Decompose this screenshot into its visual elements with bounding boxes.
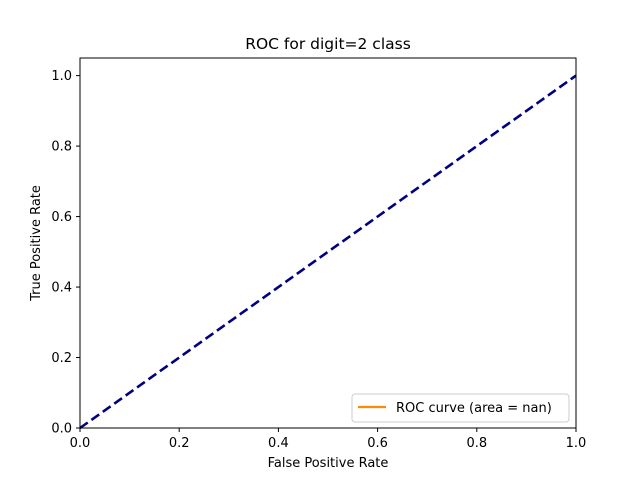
plot-area xyxy=(79,74,577,430)
y-tick-label: 0.2 xyxy=(51,351,72,366)
chart-title: ROC for digit=2 class xyxy=(245,35,411,53)
x-tick-label: 0.6 xyxy=(367,436,388,451)
x-tick-label: 0.4 xyxy=(268,436,289,451)
y-tick-label: 1.0 xyxy=(51,69,72,84)
y-axis-ticks: 0.0 0.2 0.4 0.6 0.8 1.0 xyxy=(51,69,80,437)
x-tick-label: 1.0 xyxy=(566,436,587,451)
y-tick-label: 0.6 xyxy=(51,210,72,225)
axes-frame xyxy=(79,57,577,429)
x-tick-label: 0.2 xyxy=(169,436,190,451)
legend-entry-roc-curve: ROC curve (area = nan) xyxy=(396,401,552,416)
diagonal-reference-line xyxy=(79,74,577,430)
x-axis-ticks: 0.0 0.2 0.4 0.6 0.8 1.0 xyxy=(70,428,587,451)
x-tick-label: 0.0 xyxy=(70,436,91,451)
x-axis-label: False Positive Rate xyxy=(268,456,389,471)
x-tick-label: 0.8 xyxy=(466,436,487,451)
y-tick-label: 0.4 xyxy=(51,281,72,296)
legend: ROC curve (area = nan) xyxy=(351,393,570,423)
y-axis-label: True Positive Rate xyxy=(29,185,44,302)
y-tick-label: 0.0 xyxy=(51,422,72,437)
legend-box xyxy=(351,393,570,423)
y-tick-label: 0.8 xyxy=(51,140,72,155)
